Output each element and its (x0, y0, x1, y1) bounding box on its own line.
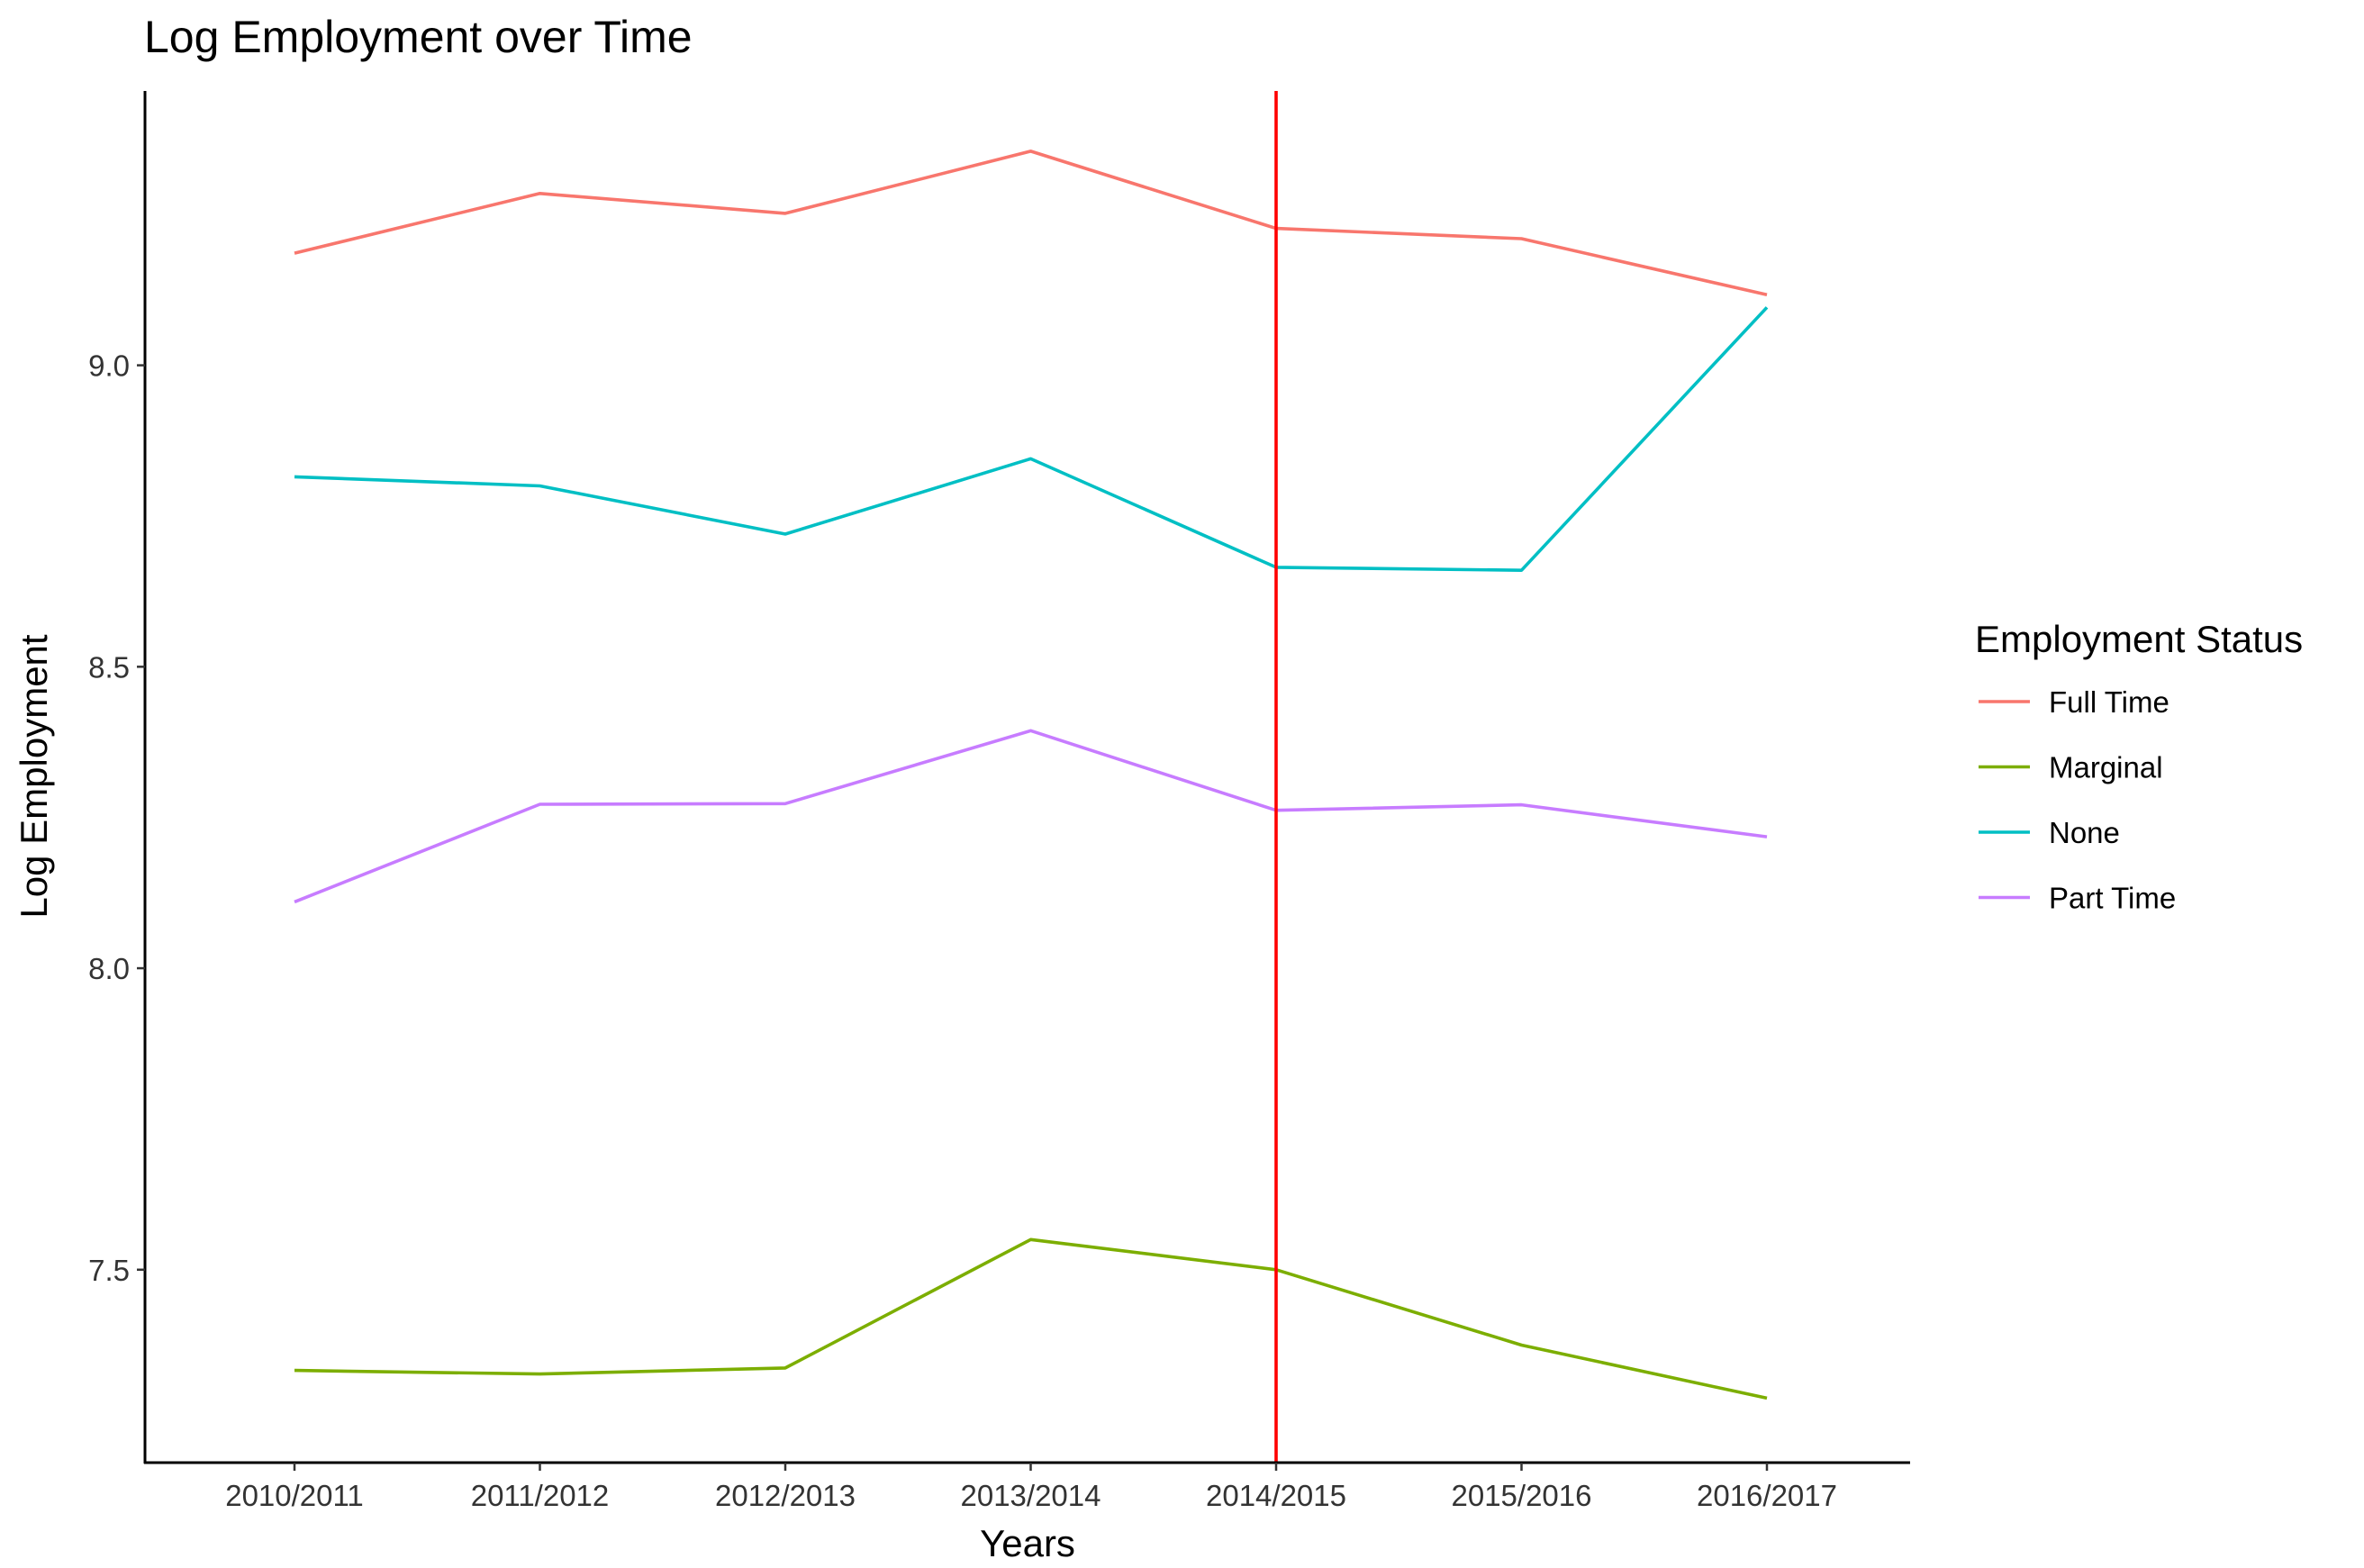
series-line-marginal (294, 1237, 1768, 1400)
legend-label: Full Time (2049, 685, 2169, 719)
y-tick-label: 8.0 (88, 952, 130, 985)
legend-label: Marginal (2049, 751, 2163, 784)
y-axis-ticks: 7.5 8.0 8.5 9.0 (88, 349, 145, 1287)
x-tick-label: 2012/2013 (715, 1479, 856, 1512)
x-axis-ticks: 2010/2011 2011/2012 2012/2013 2013/2014 2014… (225, 1463, 1837, 1512)
x-tick-label: 2010/2011 (225, 1479, 364, 1512)
legend-title: Employment Status (1975, 618, 2303, 660)
y-tick-label: 8.5 (88, 650, 130, 684)
x-tick-label: 2016/2017 (1697, 1479, 1837, 1512)
series-line-full-time (294, 150, 1768, 297)
y-axis-title: Log Employment (13, 634, 55, 918)
x-tick-label: 2013/2014 (961, 1479, 1101, 1512)
series-line-part-time (294, 729, 1768, 904)
chart-title: Log Employment over Time (144, 12, 693, 62)
x-axis-title: Years (980, 1522, 1075, 1564)
y-tick-label: 7.5 (88, 1254, 130, 1287)
x-tick-label: 2015/2016 (1452, 1479, 1592, 1512)
legend-items: Full Time Marginal None Part Time (1979, 685, 2176, 915)
y-tick-label: 9.0 (88, 349, 130, 383)
x-tick-label: 2011/2012 (471, 1479, 610, 1512)
legend: Employment Status Full Time Marginal None P… (1975, 618, 2303, 915)
plot-series-group (294, 150, 1769, 1400)
x-tick-label: 2014/2015 (1206, 1479, 1346, 1512)
series-line-none (294, 306, 1769, 573)
legend-label: Part Time (2049, 882, 2176, 915)
legend-label: None (2049, 816, 2120, 849)
